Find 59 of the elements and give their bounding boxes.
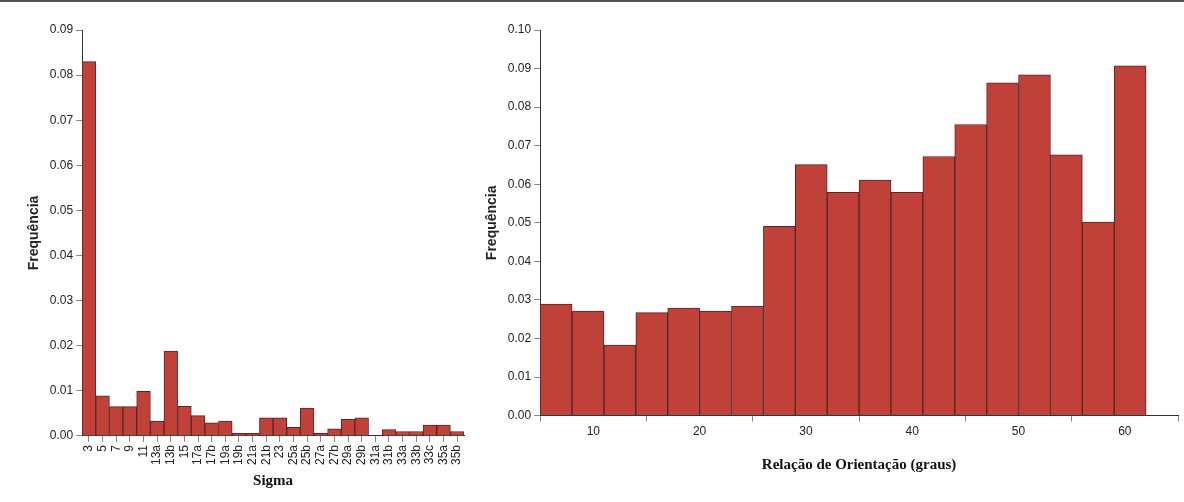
y-tick-label: 0.00 [507,407,532,422]
x-tick-label: 13b [163,444,178,466]
x-tick-label: 5 [94,444,109,452]
y-tick-label: 0.02 [507,330,532,345]
y-tick-label: 0.06 [49,157,74,172]
x-tick-label: 23 [272,444,287,459]
x-tick-label: 35b [449,444,464,466]
x-tick-label: 7 [108,444,123,452]
x-tick-label: 33a [394,444,409,466]
x-tick-label: 13a [149,444,164,466]
x-tick-label: 33c [422,444,437,465]
y-tick-label: 0.10 [507,22,532,37]
y-tick-label: 0.03 [49,292,74,307]
x-tick-label: 33b [408,444,423,466]
x-tick-label: 60 [1118,424,1132,439]
y-tick-label: 0.04 [49,247,74,262]
x-tick-label: 30 [799,424,813,439]
x-tick-label: 27b [326,444,341,466]
x-axis-title: Relação de Orientação (graus) [761,455,957,473]
x-tick-label: 29b [354,444,369,466]
y-tick-label: 0.01 [507,369,532,384]
x-tick-label: 25a [285,444,300,466]
y-tick-label: 0.05 [49,202,74,217]
x-axis-title: Sigma [253,471,294,488]
x-tick-label: 11 [135,444,150,458]
y-tick-label: 0.00 [49,428,74,443]
y-tick-label: 0.08 [49,67,74,82]
x-tick-label: 19a [217,444,232,466]
y-tick-label: 0.07 [507,137,532,152]
x-tick-label: 21a [244,444,259,466]
y-tick-label: 0.07 [49,112,74,127]
x-tick-label: 10 [586,424,601,439]
y-tick-label: 0.09 [507,60,532,75]
y-tick-label: 0.01 [49,383,74,398]
y-tick-label: 0.04 [507,253,532,268]
y-tick-label: 0.02 [49,338,74,353]
x-tick-label: 17b [204,444,219,466]
x-tick-label: 19b [231,444,246,466]
x-tick-label: 3 [81,444,96,452]
x-tick-label: 25b [299,444,314,466]
x-tick-label: 35a [435,444,450,466]
x-tick-label: 20 [692,424,707,439]
x-tick-label: 40 [905,424,920,439]
y-tick-label: 0.08 [507,99,532,114]
x-tick-label: 50 [1011,424,1026,439]
y-tick-label: 0.09 [49,22,74,37]
x-tick-label: 21b [258,444,273,466]
x-tick-label: 31b [381,444,396,466]
x-tick-label: 31a [367,444,382,466]
y-tick-label: 0.06 [507,176,532,191]
x-tick-label: 29a [340,444,355,466]
x-tick-label: 17a [190,444,205,466]
y-axis-title: Frequência [483,185,500,261]
x-tick-label: 27a [313,444,328,466]
y-tick-label: 0.05 [507,215,532,230]
x-tick-label: 9 [122,444,137,452]
y-axis-title: Frequência [25,195,42,271]
x-tick-label: 15 [176,444,191,459]
y-tick-label: 0.03 [507,292,532,307]
